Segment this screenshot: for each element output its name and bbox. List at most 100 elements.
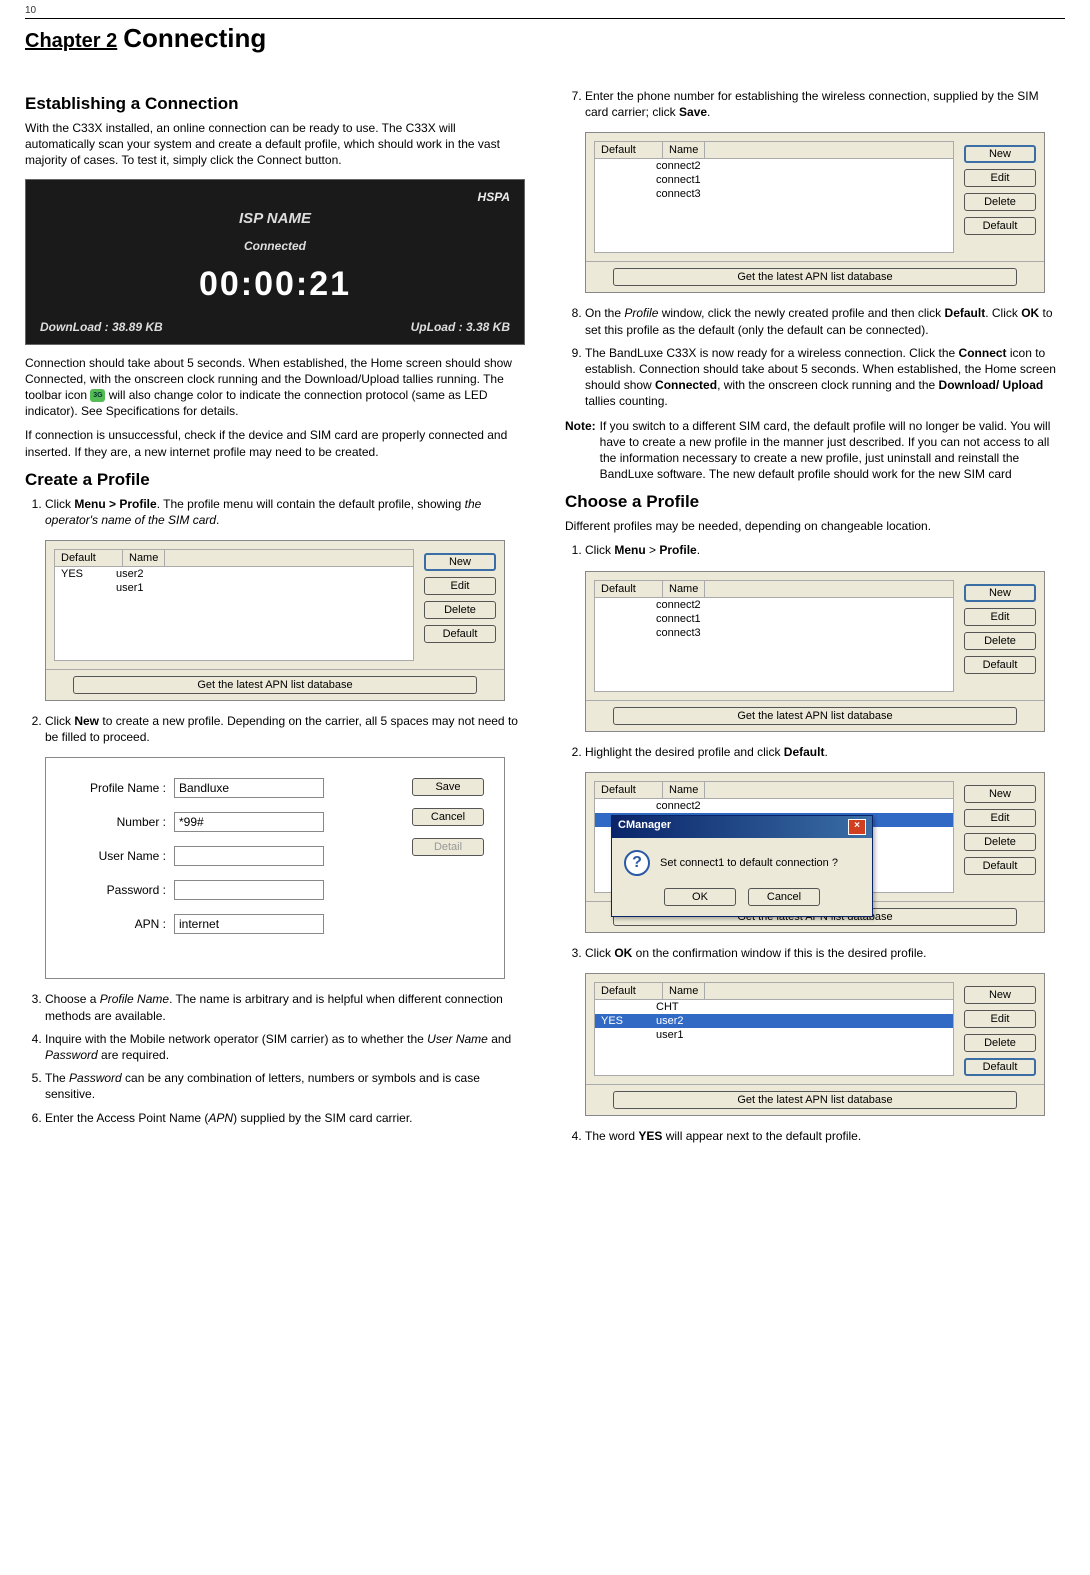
conn-timer: 00:00:21 xyxy=(40,265,510,304)
profile-table[interactable]: Default Name connect2 connect1 connect3 xyxy=(594,141,954,253)
intro-text: With the C33X installed, an online conne… xyxy=(25,120,525,169)
delete-button[interactable]: Delete xyxy=(964,632,1036,650)
label-password: Password : xyxy=(66,883,166,897)
toolbar-3g-icon: 3G xyxy=(90,389,105,402)
chapter-title: Connecting xyxy=(123,23,266,54)
table-row: YESuser2 xyxy=(55,567,413,581)
choose-intro: Different profiles may be needed, depend… xyxy=(565,518,1065,534)
th-name: Name xyxy=(663,983,705,999)
profile-window-1: Default Name YESuser2 user1 New Edit Del… xyxy=(45,540,505,701)
table-row: user1 xyxy=(55,581,413,595)
detail-button[interactable]: Detail xyxy=(412,838,484,856)
new-button[interactable]: New xyxy=(964,584,1036,602)
ok-button[interactable]: OK xyxy=(664,888,736,906)
default-button[interactable]: Default xyxy=(964,217,1036,235)
choose-step-3: Click OK on the confirmation window if t… xyxy=(585,945,1065,961)
th-name: Name xyxy=(663,581,705,597)
profile-window-3: Default Name connect2 connect1 connect3 … xyxy=(585,571,1045,732)
cancel-button[interactable]: Cancel xyxy=(748,888,820,906)
note-text: If you switch to a different SIM card, t… xyxy=(600,418,1065,483)
edit-button[interactable]: Edit xyxy=(964,1010,1036,1028)
label-username: User Name : xyxy=(66,849,166,863)
profile-name-input[interactable] xyxy=(174,778,324,798)
profile-table[interactable]: Default Name CHT YESuser2 user1 xyxy=(594,982,954,1076)
create-step-1: Click Menu > Profile. The profile menu w… xyxy=(45,496,525,528)
table-row: connect2 xyxy=(595,799,953,813)
table-row: user1 xyxy=(595,1028,953,1042)
conn-upload: UpLoad : 3.38 KB xyxy=(411,320,510,334)
create-step-3: Choose a Profile Name. The name is arbit… xyxy=(45,991,525,1023)
apn-input[interactable] xyxy=(174,914,324,934)
conn-hspa: HSPA xyxy=(40,190,510,204)
default-button[interactable]: Default xyxy=(964,1058,1036,1076)
cancel-button[interactable]: Cancel xyxy=(412,808,484,826)
default-button[interactable]: Default xyxy=(424,625,496,643)
label-profile-name: Profile Name : xyxy=(66,781,166,795)
delete-button[interactable]: Delete xyxy=(424,601,496,619)
table-row: connect1 xyxy=(595,173,953,187)
number-input[interactable] xyxy=(174,812,324,832)
question-icon: ? xyxy=(624,850,650,876)
create-step-5: The Password can be any combination of l… xyxy=(45,1070,525,1102)
note-label: Note: xyxy=(565,418,596,483)
new-button[interactable]: New xyxy=(964,785,1036,803)
after-conn-p2: If connection is unsuccessful, check if … xyxy=(25,427,525,459)
chapter-label: Chapter 2 xyxy=(25,30,117,53)
profile-form-window: Profile Name : Number : User Name : xyxy=(45,757,505,979)
new-button[interactable]: New xyxy=(964,145,1036,163)
create-step-8: On the Profile window, click the newly c… xyxy=(585,305,1065,337)
save-button[interactable]: Save xyxy=(412,778,484,796)
edit-button[interactable]: Edit xyxy=(424,577,496,595)
get-apn-button[interactable]: Get the latest APN list database xyxy=(613,1091,1016,1109)
section-establish: Establishing a Connection xyxy=(25,94,525,114)
password-input[interactable] xyxy=(174,880,324,900)
th-name: Name xyxy=(663,142,705,158)
table-row: YESuser2 xyxy=(595,1014,953,1028)
table-row: connect1 xyxy=(595,612,953,626)
th-default: Default xyxy=(595,581,663,597)
default-button[interactable]: Default xyxy=(964,656,1036,674)
get-apn-button[interactable]: Get the latest APN list database xyxy=(613,707,1016,725)
new-button[interactable]: New xyxy=(964,986,1036,1004)
choose-step-1: Click Menu > Profile. xyxy=(585,542,1065,558)
after-conn-p1: Connection should take about 5 seconds. … xyxy=(25,355,525,420)
confirm-dialog: CManager × ? Set connect1 to default con… xyxy=(611,815,873,917)
th-default: Default xyxy=(595,782,663,798)
conn-status: Connected xyxy=(40,239,510,253)
th-name: Name xyxy=(123,550,165,566)
edit-button[interactable]: Edit xyxy=(964,169,1036,187)
th-default: Default xyxy=(595,142,663,158)
close-icon[interactable]: × xyxy=(848,819,866,835)
connection-status-box: HSPA ISP NAME Connected 00:00:21 DownLoa… xyxy=(25,179,525,345)
table-row: connect2 xyxy=(595,159,953,173)
th-name: Name xyxy=(663,782,705,798)
username-input[interactable] xyxy=(174,846,324,866)
get-apn-button[interactable]: Get the latest APN list database xyxy=(73,676,476,694)
edit-button[interactable]: Edit xyxy=(964,608,1036,626)
create-step-4: Inquire with the Mobile network operator… xyxy=(45,1031,525,1063)
delete-button[interactable]: Delete xyxy=(964,833,1036,851)
table-row: connect3 xyxy=(595,187,953,201)
page-number: 10 xyxy=(25,5,1065,16)
edit-button[interactable]: Edit xyxy=(964,809,1036,827)
th-default: Default xyxy=(595,983,663,999)
new-button[interactable]: New xyxy=(424,553,496,571)
table-row: connect3 xyxy=(595,626,953,640)
dialog-message: Set connect1 to default connection ? xyxy=(660,857,838,869)
delete-button[interactable]: Delete xyxy=(964,1034,1036,1052)
table-row: CHT xyxy=(595,1000,953,1014)
choose-step-2: Highlight the desired profile and click … xyxy=(585,744,1065,760)
choose-step-4: The word YES will appear next to the def… xyxy=(585,1128,1065,1144)
label-apn: APN : xyxy=(66,917,166,931)
get-apn-button[interactable]: Get the latest APN list database xyxy=(613,268,1016,286)
create-step-9: The BandLuxe C33X is now ready for a wir… xyxy=(585,345,1065,410)
profile-table[interactable]: Default Name YESuser2 user1 xyxy=(54,549,414,661)
default-button[interactable]: Default xyxy=(964,857,1036,875)
th-default: Default xyxy=(55,550,123,566)
note-block: Note: If you switch to a different SIM c… xyxy=(565,418,1065,483)
dialog-title: CManager xyxy=(618,819,671,835)
create-step-6: Enter the Access Point Name (APN) suppli… xyxy=(45,1110,525,1126)
profile-table[interactable]: Default Name connect2 connect1 connect3 xyxy=(594,580,954,692)
delete-button[interactable]: Delete xyxy=(964,193,1036,211)
profile-window-with-dialog: Default Name connect2 connect1 New Edit … xyxy=(585,772,1045,933)
